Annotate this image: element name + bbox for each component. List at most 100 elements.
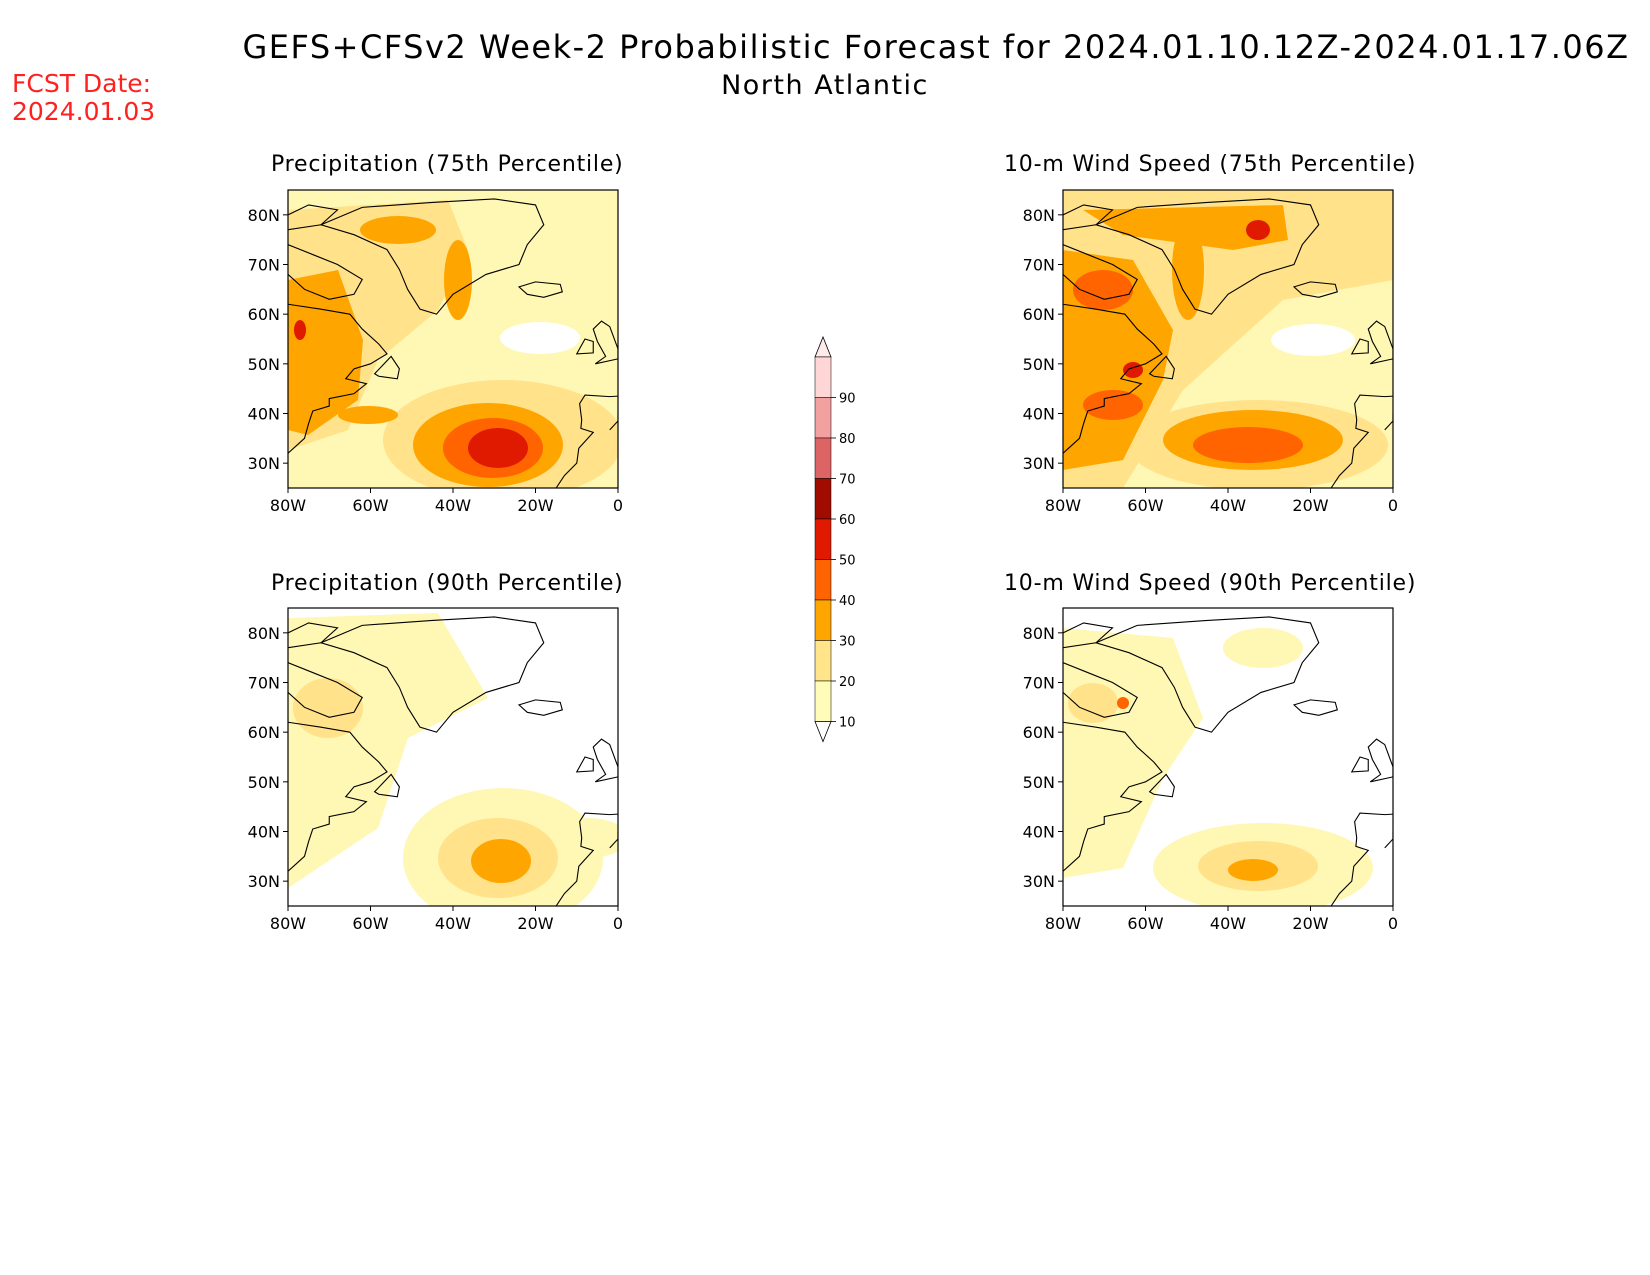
lon-tick-label: 80W <box>270 914 306 933</box>
wind90-orange-core <box>1228 859 1278 881</box>
wind-red-gulf <box>1123 362 1143 378</box>
wind90-mid-hudson <box>1068 683 1118 723</box>
precip90-orange-core <box>471 839 531 883</box>
map-precip-90: 80N 70N 60N 50N 40N 30N 80W 60W 40W 20W 0 <box>248 607 623 933</box>
probability-field <box>1063 190 1393 488</box>
panel-title-wind-90: 10-m Wind Speed (90th Percentile) <box>1004 571 1417 596</box>
lat-tick-label: 30N <box>248 454 280 473</box>
colorbar-label: 40 <box>839 594 856 609</box>
wind90-light-greenland <box>1223 628 1303 668</box>
colorbar-label: 70 <box>839 473 856 488</box>
title-line-2: North Atlantic <box>721 70 929 101</box>
lat-tick-label: 30N <box>1023 454 1055 473</box>
coastline <box>288 616 618 906</box>
colorbar: 10 20 30 40 50 60 70 80 90 <box>814 335 856 743</box>
lon-tick-label: 80W <box>1045 496 1081 515</box>
colorbar-swatch <box>814 356 832 398</box>
colorbar-swatch <box>814 599 832 641</box>
lon-tick-label: 80W <box>270 496 306 515</box>
precip-white-gap <box>500 322 580 354</box>
lat-tick-label: 80N <box>1023 206 1055 225</box>
main-title: GEFS+CFSv2 Week-2 Probabilistic Forecast… <box>0 28 1650 101</box>
lon-tick-label: 60W <box>1127 914 1163 933</box>
lat-tick-label: 70N <box>248 674 280 693</box>
precip-orange-greenland <box>360 216 436 244</box>
precip90-mid-hudson <box>293 678 363 738</box>
lat-tick-label: 40N <box>1023 823 1055 842</box>
coastline <box>288 198 618 488</box>
lat-tick-label: 60N <box>1023 305 1055 324</box>
lat-tick-label: 80N <box>1023 624 1055 643</box>
lat-tick-label: 30N <box>248 872 280 891</box>
precip-red-core <box>468 428 528 468</box>
lat-tick-label: 70N <box>1023 674 1055 693</box>
lat-tick-label: 50N <box>1023 773 1055 792</box>
colorbar-bottom-triangle <box>814 721 832 743</box>
colorbar-label: 20 <box>839 675 856 690</box>
coastline <box>1063 616 1393 906</box>
lon-tick-label: 40W <box>435 914 471 933</box>
wind-white-gap <box>1271 324 1355 356</box>
precip-red-spot <box>294 320 306 340</box>
colorbar-label: 90 <box>839 392 856 407</box>
wind-orange-ridge <box>1172 220 1204 320</box>
colorbar-swatch <box>814 478 832 520</box>
lat-tick-label: 80N <box>248 624 280 643</box>
panel-title-precip-90: Precipitation (90th Percentile) <box>271 571 624 596</box>
colorbar-label: 30 <box>839 635 856 650</box>
precip-orange-band <box>338 406 398 424</box>
lon-tick-label: 40W <box>1210 914 1246 933</box>
lat-tick-label: 50N <box>248 355 280 374</box>
lat-tick-label: 60N <box>248 305 280 324</box>
lon-tick-label: 60W <box>352 914 388 933</box>
colorbar-swatch <box>814 518 832 560</box>
lat-tick-label: 80N <box>248 206 280 225</box>
lat-tick-label: 40N <box>248 823 280 842</box>
colorbar-label: 10 <box>839 716 856 731</box>
precip90-light-iberia <box>548 818 618 858</box>
probability-field <box>288 608 618 906</box>
lat-tick-label: 40N <box>248 405 280 424</box>
lon-tick-label: 20W <box>517 914 553 933</box>
lat-tick-label: 40N <box>1023 405 1055 424</box>
lat-tick-label: 60N <box>248 723 280 742</box>
colorbar-swatch <box>814 640 832 682</box>
lat-tick-label: 30N <box>1023 872 1055 891</box>
title-line-1: GEFS+CFSv2 Week-2 Probabilistic Forecast… <box>242 28 1630 66</box>
map-wind-75: 80N 70N 60N 50N 40N 30N 80W 60W 40W 20W 0 <box>1023 189 1398 515</box>
lon-tick-label: 60W <box>1127 496 1163 515</box>
lon-tick-label: 0 <box>1388 914 1398 933</box>
lon-tick-label: 20W <box>1292 914 1328 933</box>
panel-title-precip-75: Precipitation (75th Percentile) <box>271 152 624 177</box>
forecast-date-value: 2024.01.03 <box>12 97 156 126</box>
colorbar-swatch <box>814 437 832 479</box>
wind-darkorange-subtropic <box>1193 427 1303 463</box>
colorbar-swatch <box>814 559 832 601</box>
lon-tick-label: 0 <box>613 914 623 933</box>
colorbar-label: 80 <box>839 432 856 447</box>
lon-tick-label: 40W <box>1210 496 1246 515</box>
colorbar-swatch <box>814 397 832 439</box>
colorbar-swatch <box>814 680 832 722</box>
lon-tick-label: 20W <box>517 496 553 515</box>
forecast-date-block: FCST Date: 2024.01.03 <box>12 70 155 126</box>
lat-tick-label: 50N <box>248 773 280 792</box>
wind-red-greenland <box>1246 220 1270 240</box>
lat-tick-label: 50N <box>1023 355 1055 374</box>
wind-darkorange-east-coast <box>1083 390 1143 420</box>
forecast-date-label: FCST Date: <box>12 69 152 98</box>
probability-field <box>288 190 618 488</box>
wind90-darkorange-spot <box>1117 697 1129 709</box>
colorbar-top-triangle <box>814 335 832 358</box>
coastline <box>1063 198 1393 488</box>
lon-tick-label: 80W <box>1045 914 1081 933</box>
lon-tick-label: 60W <box>352 496 388 515</box>
colorbar-label: 60 <box>839 513 856 528</box>
lon-tick-label: 20W <box>1292 496 1328 515</box>
panel-title-wind-75: 10-m Wind Speed (75th Percentile) <box>1004 152 1417 177</box>
precip-orange-greenland-east <box>444 240 472 320</box>
lat-tick-label: 60N <box>1023 723 1055 742</box>
lon-tick-label: 0 <box>1388 496 1398 515</box>
probability-field <box>1063 608 1393 906</box>
precip-orange-labrador <box>288 270 363 435</box>
